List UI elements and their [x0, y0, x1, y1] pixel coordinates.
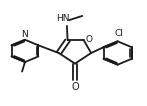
Text: O: O [86, 35, 93, 44]
Text: O: O [71, 82, 79, 92]
Text: N: N [21, 30, 28, 39]
Text: Cl: Cl [115, 29, 123, 38]
Text: HN: HN [56, 14, 70, 23]
